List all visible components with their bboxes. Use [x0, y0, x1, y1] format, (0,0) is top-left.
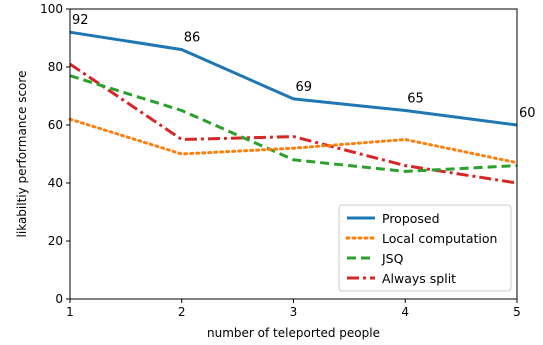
- x-tick-label: 4: [401, 305, 409, 319]
- y-tick-label: 20: [48, 234, 63, 248]
- series-line-local-computation: [68, 117, 519, 165]
- series-line-proposed: [69, 30, 518, 127]
- series-line-always-split: [69, 62, 518, 185]
- legend-entry-label: JSQ: [381, 251, 404, 266]
- x-tick-label: 3: [290, 305, 298, 319]
- data-label: 92: [72, 13, 89, 28]
- legend: Proposed Local computation JSQ Always split: [338, 204, 512, 292]
- series-layer: [68, 30, 519, 185]
- y-tick-label: 40: [48, 176, 63, 190]
- x-axis-label: number of teleported people: [207, 326, 380, 340]
- y-tick-label: 0: [55, 292, 63, 306]
- x-tick-label: 2: [178, 305, 186, 319]
- data-label: 65: [407, 92, 424, 107]
- x-tick-label: 1: [66, 305, 74, 319]
- data-label: 60: [519, 106, 536, 121]
- y-tick-label: 60: [48, 118, 63, 132]
- legend-box: [338, 204, 512, 292]
- y-tick-label: 100: [40, 2, 63, 16]
- legend-entry-label: Proposed: [382, 211, 440, 226]
- data-labels-layer: 92 86 69 65 60: [72, 13, 536, 121]
- x-tick-label: 5: [513, 305, 521, 319]
- y-tick-label: 80: [48, 60, 63, 74]
- legend-entry-label: Local computation: [382, 231, 497, 246]
- data-label: 86: [184, 31, 201, 46]
- legend-entry-label: Always split: [382, 271, 456, 286]
- ticks-layer: 1 2 3 4 5 0 20 40 60 80 100: [40, 2, 521, 319]
- y-axis-label: likabiltiy performance score: [15, 71, 29, 238]
- series-line-jsq: [69, 74, 518, 173]
- data-label: 69: [296, 80, 313, 95]
